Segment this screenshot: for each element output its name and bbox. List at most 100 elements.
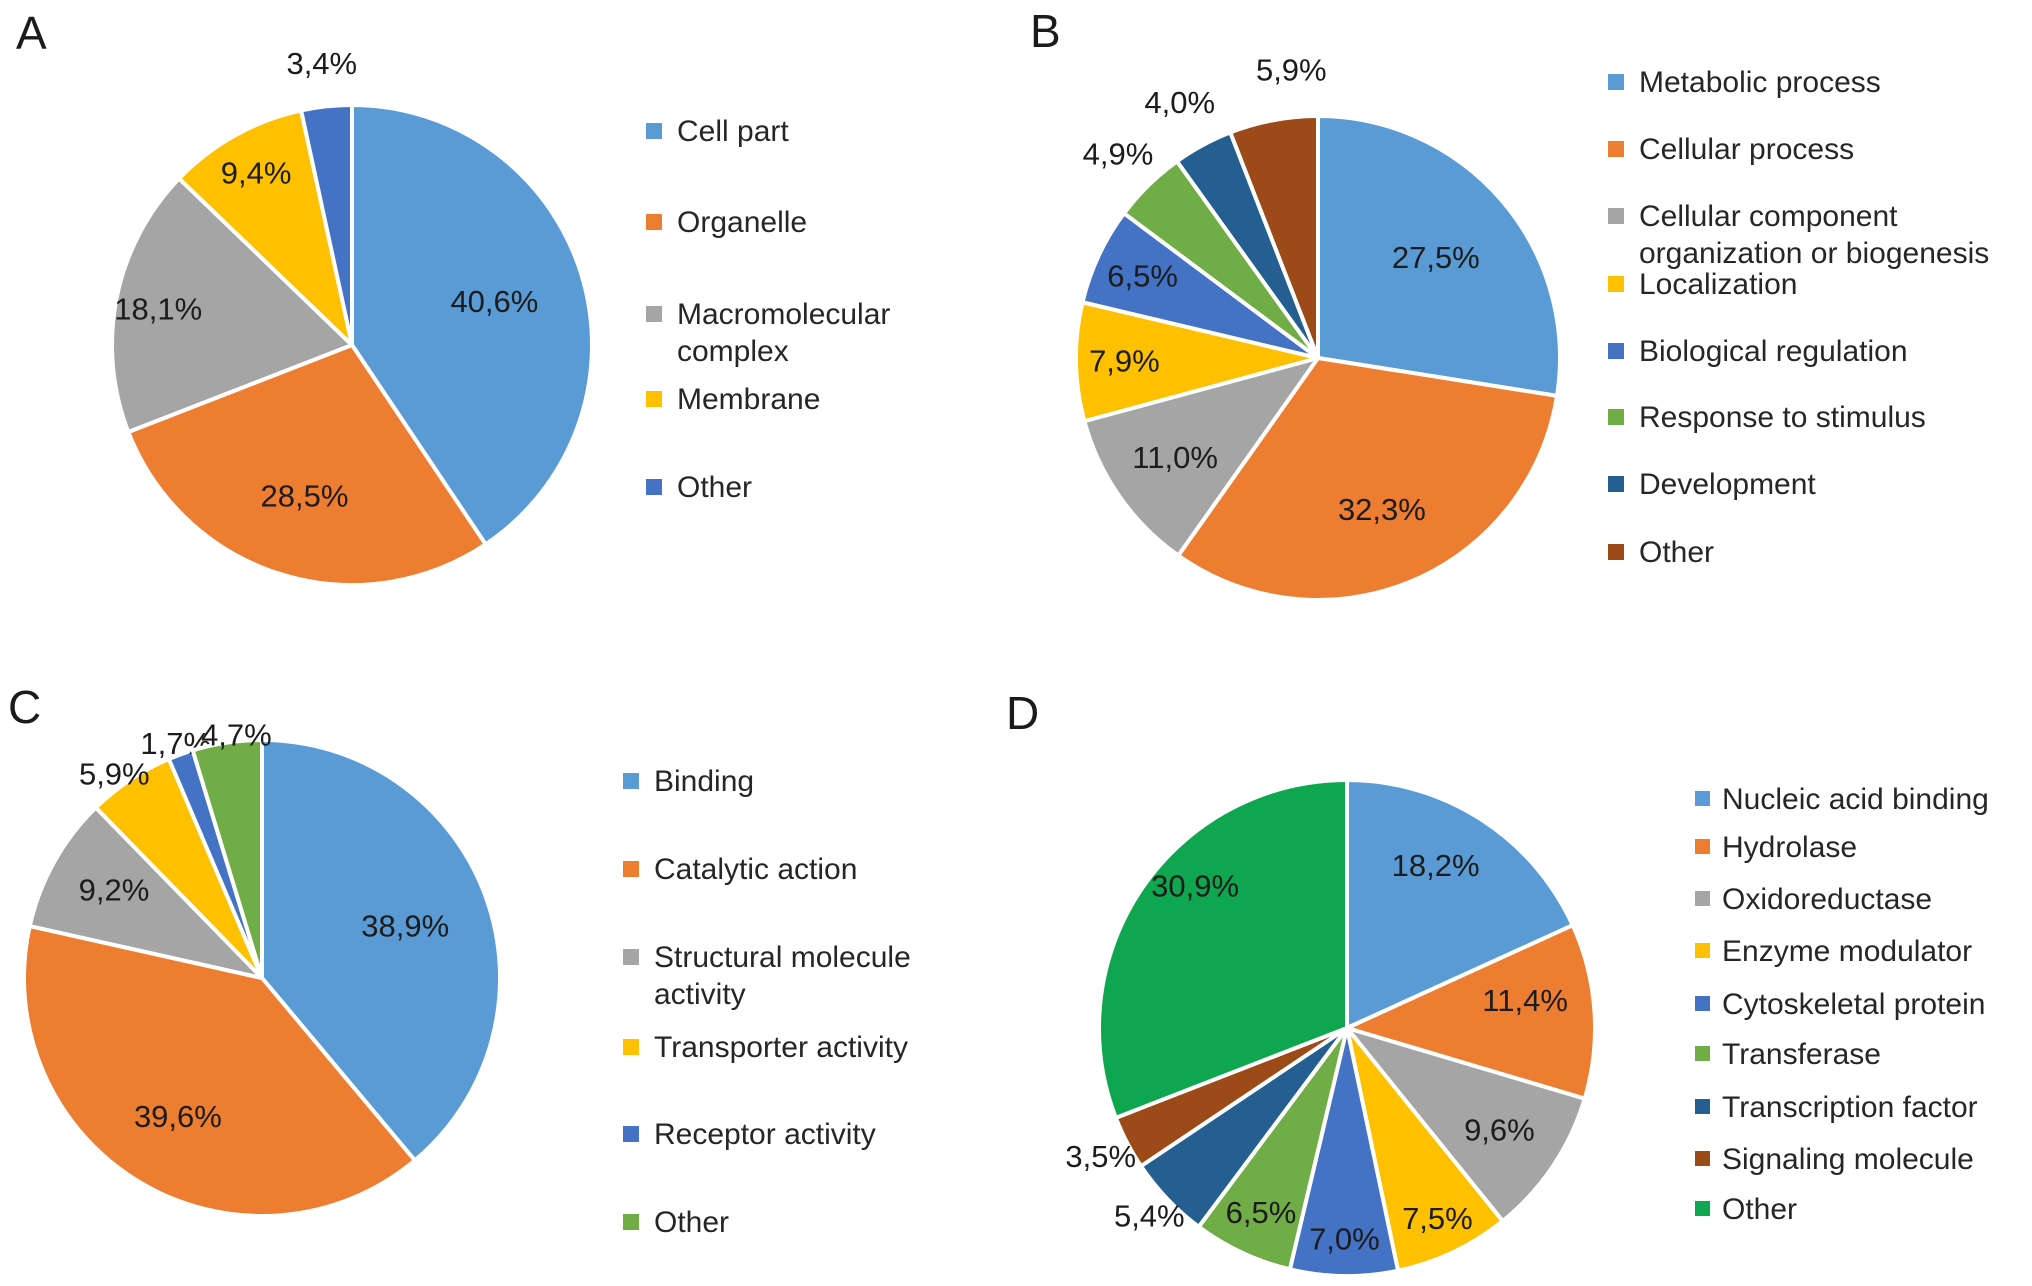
legend-label: Structural molecule activity <box>654 941 911 1011</box>
legend-b-item: Development <box>1608 467 1816 504</box>
legend-b-item: Other <box>1608 535 1714 572</box>
pie-b-slice-value-label: 4,9% <box>1083 137 1154 172</box>
legend-swatch-icon <box>1695 943 1710 958</box>
legend-label: Macromolecular complex <box>677 298 891 368</box>
panel-letter-d: D <box>1006 687 1040 739</box>
legend-a-item: Membrane <box>646 382 820 419</box>
pie-d-slice <box>1345 923 1597 1101</box>
panel-letter-a: A <box>16 7 47 59</box>
pie-c-slice <box>190 738 264 980</box>
legend-label: Oxidoreductase <box>1722 883 1933 916</box>
pie-b-slice <box>1074 300 1320 424</box>
pie-d-slice-value-label: 9,6% <box>1464 1113 1535 1148</box>
legend-d-item: Signaling molecule <box>1695 1142 1974 1179</box>
pie-c-slice-value-label: 39,6% <box>134 1099 222 1134</box>
legend-swatch-icon <box>646 306 662 322</box>
pie-a-slice <box>126 343 488 587</box>
pie-c-slice <box>260 738 502 1163</box>
legend-a-item: Cell part <box>646 114 789 151</box>
legend-swatch-icon <box>1695 1099 1710 1114</box>
pie-a-slice-value-label: 9,4% <box>221 156 292 191</box>
legend-a-item: Other <box>646 470 752 507</box>
legend-d-item: Nucleic acid binding <box>1695 782 1989 819</box>
panel-letter-b: B <box>1030 5 1061 57</box>
legend-c-item: Other <box>623 1205 729 1242</box>
legend-label: Other <box>1722 1193 1798 1226</box>
legend-label: Other <box>654 1206 730 1239</box>
legend-swatch-icon <box>1608 276 1624 292</box>
legend-swatch-icon <box>623 1039 639 1055</box>
pie-b-slice-value-label: 6,5% <box>1107 259 1178 294</box>
pie-d-slice <box>1345 1026 1587 1224</box>
pie-b-slice <box>1316 114 1562 398</box>
legend-label: Localization <box>1639 268 1798 301</box>
legend-swatch-icon <box>646 391 662 407</box>
legend-label: Transporter activity <box>654 1031 908 1064</box>
legend-a-item: Macromolecular complex <box>646 297 890 370</box>
legend-label: Nucleic acid binding <box>1722 783 1989 816</box>
legend-label: Receptor activity <box>654 1118 876 1151</box>
legend-label: Cellular component organization or bioge… <box>1639 200 1990 270</box>
pie-d-slice-value-label: 30,9% <box>1151 869 1239 904</box>
legend-swatch-icon <box>623 773 639 789</box>
legend-swatch-icon <box>646 479 662 495</box>
pie-d-slice-value-label: 3,5% <box>1065 1139 1136 1174</box>
pie-a-slice <box>299 103 354 347</box>
pie-a-slice <box>110 176 354 434</box>
legend-c-item: Catalytic action <box>623 852 857 889</box>
legend-c-item: Binding <box>623 764 754 801</box>
legend-swatch-icon <box>1608 476 1624 492</box>
legend-swatch-icon <box>1608 208 1624 224</box>
legend-b-item: Biological regulation <box>1608 334 1908 371</box>
legend-label: Cellular process <box>1639 133 1855 166</box>
legend-b-item: Metabolic process <box>1608 65 1881 102</box>
legend-d-item: Oxidoreductase <box>1695 882 1932 919</box>
legend-d-item: Enzyme modulator <box>1695 934 1972 971</box>
legend-swatch-icon <box>646 214 662 230</box>
pie-b-slice-value-label: 27,5% <box>1392 240 1480 275</box>
legend-swatch-icon <box>1608 409 1624 425</box>
legend-b-item: Cellular process <box>1608 132 1854 169</box>
pie-a-slice-value-label: 40,6% <box>450 284 538 319</box>
legend-label: Binding <box>654 765 755 798</box>
pie-b-slice <box>1176 356 1560 602</box>
pie-c-slice-value-label: 5,9% <box>79 757 150 792</box>
legend-c-item: Structural molecule activity <box>623 940 911 1013</box>
panel-letter-c: C <box>8 681 42 733</box>
legend-label: Organelle <box>677 206 808 239</box>
pie-b-slice-value-label: 7,9% <box>1089 344 1160 379</box>
legend-swatch-icon <box>1608 343 1624 359</box>
legend-label: Hydrolase <box>1722 831 1858 864</box>
pie-d-slice-value-label: 7,5% <box>1402 1201 1473 1236</box>
legend-swatch-icon <box>1695 891 1710 906</box>
legend-c-item: Transporter activity <box>623 1030 908 1067</box>
pie-d-slice-value-label: 18,2% <box>1392 848 1480 883</box>
legend-d-item: Cytoskeletal protein <box>1695 987 1985 1024</box>
pie-d-slice-value-label: 7,0% <box>1309 1221 1380 1256</box>
legend-swatch-icon <box>1695 1201 1710 1216</box>
legend-d-item: Other <box>1695 1192 1797 1229</box>
pie-d-slice-value-label: 11,4% <box>1482 983 1568 1018</box>
pie-c-slice-value-label: 9,2% <box>79 872 150 907</box>
legend-label: Transcription factor <box>1722 1091 1978 1124</box>
legend-label: Development <box>1639 468 1816 501</box>
legend-swatch-icon <box>623 949 639 965</box>
legend-b-item: Localization <box>1608 267 1797 304</box>
legend-b-item: Response to stimulus <box>1608 400 1926 437</box>
pie-a-slice-value-label: 3,4% <box>286 46 357 81</box>
legend-label: Other <box>1639 536 1715 569</box>
legend-swatch-icon <box>1695 791 1710 806</box>
pie-d-slice <box>1097 778 1349 1120</box>
pie-b-slice-value-label: 11,0% <box>1132 440 1218 475</box>
legend-swatch-icon <box>1695 1151 1710 1166</box>
pie-c-slice-value-label: 38,9% <box>361 909 449 944</box>
legend-swatch-icon <box>623 1214 639 1230</box>
legend-swatch-icon <box>1608 544 1624 560</box>
pie-a-slice <box>177 108 354 347</box>
legend-swatch-icon <box>646 123 662 139</box>
pie-d-slice <box>1287 1026 1401 1278</box>
pie-d-slice-value-label: 6,5% <box>1226 1195 1297 1230</box>
pie-b-slice-value-label: 4,0% <box>1144 85 1215 120</box>
